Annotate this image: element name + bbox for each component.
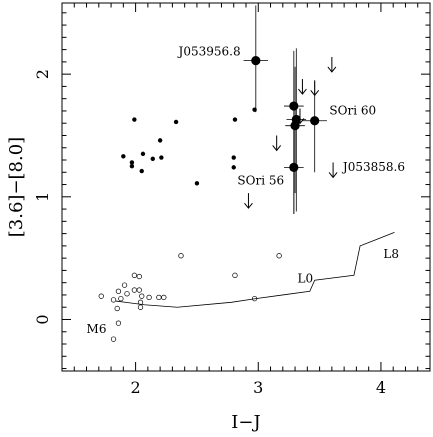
annotation-label: L8 (383, 247, 399, 261)
annotation-label: SOri 60 (329, 104, 376, 118)
upper-limit-arrowhead (328, 172, 338, 179)
annotation-label: J053956.8 (177, 45, 241, 59)
upper-limit-arrowhead (295, 118, 305, 125)
open-point (131, 272, 138, 278)
open-point (276, 253, 282, 259)
annotation-label: L0 (298, 272, 314, 286)
filled-point (121, 154, 126, 159)
open-point (178, 253, 184, 259)
filled-point (157, 138, 163, 143)
axis-tick-labels: 2 3 4 0 1 2 (33, 69, 386, 397)
axis-ticks (62, 3, 430, 371)
x-tick-label: 2 (131, 378, 141, 397)
filled-point (150, 156, 155, 161)
annotation-layer: J053956.8 SOri 60 J053858.6 SOri 56 L8 L0 M6 (87, 45, 405, 336)
open-point (137, 304, 144, 310)
y-axis-label: [3.6]−[8.0] (6, 137, 27, 237)
upper-limit-arrowhead (244, 202, 253, 209)
filled-point (129, 163, 135, 169)
open-point (156, 294, 162, 301)
open-point (136, 287, 142, 293)
filled-point (159, 155, 164, 160)
filled-point (139, 168, 144, 174)
open-point (121, 282, 128, 288)
large-point (310, 116, 320, 126)
open-point (232, 272, 238, 278)
annotation-label: J053858.6 (341, 160, 405, 174)
large-point (251, 56, 261, 66)
y-tick-label: 2 (33, 69, 52, 79)
filled-point (173, 119, 179, 125)
upper-limit-arrowhead (327, 66, 337, 73)
y-tick-label: 0 (33, 314, 52, 324)
filled-point (129, 160, 135, 165)
open-point (146, 294, 152, 301)
x-tick-label: 4 (376, 378, 386, 397)
open-point (118, 295, 124, 302)
filled-point (132, 117, 137, 122)
open-point (110, 336, 117, 342)
upper-limit-arrowhead (310, 89, 320, 97)
open-point (98, 293, 104, 299)
filled-point (194, 181, 200, 186)
annotation-label: SOri 56 (237, 174, 284, 188)
x-tick-label: 3 (253, 378, 263, 397)
open-point (136, 273, 142, 280)
annotation-label: M6 (87, 322, 107, 336)
large-point (289, 162, 299, 172)
open-point (131, 287, 138, 293)
sequence-line-layer (115, 232, 395, 308)
open-point (115, 288, 122, 294)
open-point (251, 295, 258, 302)
filled-point (140, 151, 146, 157)
upper-limit-arrowhead (298, 88, 307, 95)
large-point (289, 101, 299, 111)
y-tick-label: 1 (33, 192, 52, 202)
open-point (124, 291, 130, 297)
x-axis-label: I−J (231, 412, 260, 433)
open-point (110, 297, 117, 303)
data-points-layer (98, 5, 338, 342)
filled-point (232, 117, 238, 122)
sequence-line (115, 232, 395, 308)
open-point (161, 294, 167, 301)
upper-limit-arrowhead (272, 145, 282, 152)
filled-point (231, 165, 236, 170)
open-point (115, 320, 122, 326)
open-point (139, 293, 145, 299)
large-point (290, 121, 300, 131)
filled-point (231, 155, 236, 160)
open-point (114, 305, 120, 312)
